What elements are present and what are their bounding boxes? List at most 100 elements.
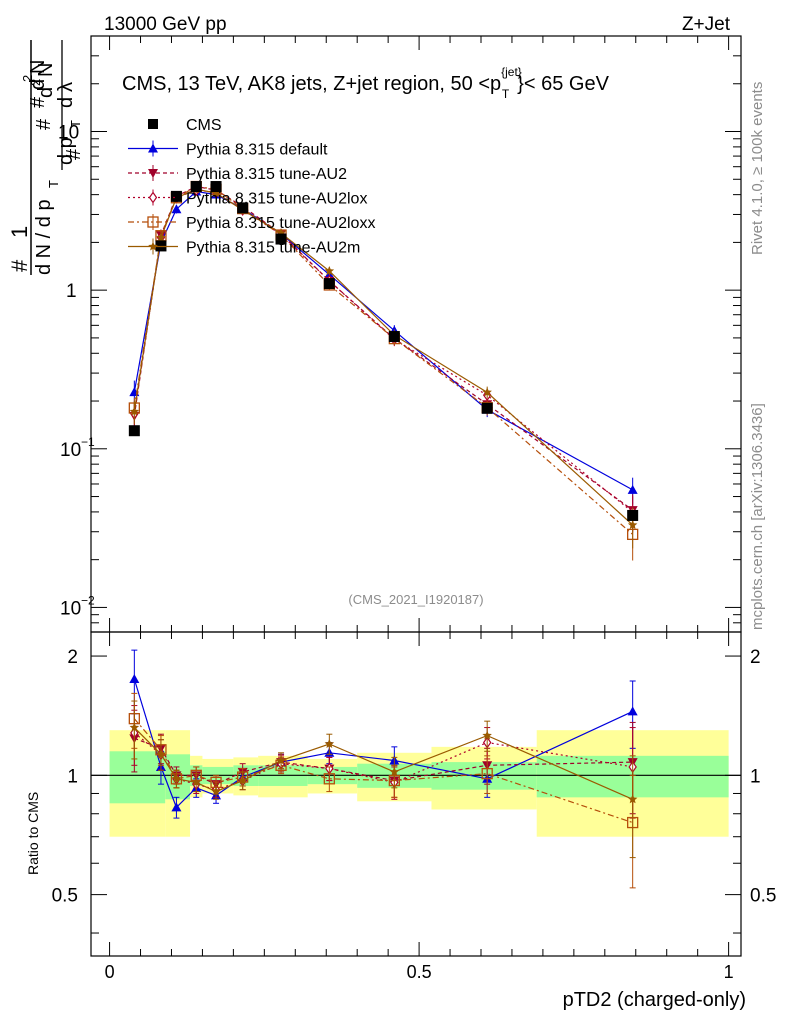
- svg-text:λ: λ: [55, 82, 77, 92]
- series-point: [211, 188, 221, 198]
- ratio-point: [171, 802, 182, 812]
- series-5-ratio: [129, 700, 638, 859]
- svg-text:d N / d p: d N / d p: [33, 199, 55, 275]
- data-point: [170, 190, 182, 202]
- legend-marker: [148, 119, 158, 129]
- series-point: [171, 204, 182, 214]
- legend-marker: [148, 241, 158, 251]
- legend-entry: Pythia 8.315 tune-AU2lox: [128, 189, 367, 208]
- uncertainty-bands: [109, 730, 729, 837]
- legend-marker: [147, 216, 159, 228]
- svg-text:d p: d p: [55, 137, 77, 165]
- svg-text:2: 2: [28, 79, 43, 86]
- svg-text:d: d: [55, 97, 77, 108]
- data-point: [210, 181, 222, 193]
- legend-label: Pythia 8.315 tune-AU2: [186, 166, 347, 183]
- svg-text:#: #: [27, 96, 49, 108]
- legend-label: CMS: [186, 117, 222, 134]
- series-ratio-line: [134, 737, 633, 785]
- beam-energy-label: 13000 GeV pp: [104, 14, 227, 35]
- ratio-point: [237, 775, 248, 785]
- ratio-point: [324, 739, 335, 748]
- analysis-tag: (CMS_2021_I1920187): [348, 592, 483, 607]
- ratio-y-axis-label: Ratio to CMS: [25, 792, 41, 875]
- series-4-main: [128, 180, 639, 561]
- main-y-tick-exponent: −1: [81, 435, 95, 449]
- ratio-point: [171, 773, 182, 783]
- series-3-main: [130, 184, 637, 533]
- data-point: [627, 509, 639, 521]
- ratio-point: [627, 706, 638, 716]
- ratio-point: [129, 722, 140, 732]
- svg-text:N: N: [35, 63, 57, 77]
- ratio-point: [129, 674, 140, 684]
- legend-entry: Pythia 8.315 tune-AU2loxx: [128, 214, 375, 232]
- ratio-point: [481, 767, 493, 780]
- series-point: [324, 266, 335, 276]
- ratio-point: [211, 786, 221, 796]
- data-point: [388, 331, 400, 343]
- x-tick-label: 1: [724, 962, 734, 982]
- ratio-y-tick-label: 2: [67, 647, 78, 668]
- ratio-y-tick-label-right: 2: [750, 647, 761, 668]
- legend-marker: [148, 143, 158, 153]
- main-y-tick-exponent: −2: [81, 593, 95, 607]
- series-point: [627, 484, 638, 494]
- data-point: [237, 202, 249, 214]
- band-inner: [109, 751, 166, 804]
- legend-label: Pythia 8.315 tune-AU2loxx: [186, 215, 375, 232]
- svg-text:2: 2: [20, 75, 35, 82]
- legend-marker: [148, 169, 158, 178]
- legend-label: Pythia 8.315 default: [186, 142, 328, 159]
- ratio-panel: 0 0.5 1 0.5 0.5 1 1 2 2: [52, 631, 776, 982]
- svg-text:d: d: [35, 87, 57, 98]
- legend-entry: Pythia 8.315 tune-AU2: [128, 165, 347, 183]
- svg-text:T: T: [46, 180, 61, 188]
- main-y-tick-label: 10: [60, 598, 81, 619]
- legend-label: Pythia 8.315 tune-AU2lox: [186, 191, 367, 208]
- series-point: [129, 406, 140, 416]
- ratio-frame: [90, 631, 742, 957]
- cms-data: [128, 181, 639, 521]
- legend-entry: Pythia 8.315 tune-AU2m: [128, 238, 360, 257]
- main-y-tick-label: 10: [60, 440, 81, 461]
- legend-marker: [148, 191, 158, 204]
- series-line: [133, 190, 633, 491]
- x-tick-label: 0.5: [407, 962, 432, 982]
- data-point: [190, 181, 202, 193]
- svg-text:1: 1: [7, 226, 32, 238]
- svg-text:#: #: [33, 118, 55, 130]
- series-1-main: [129, 186, 638, 505]
- legend-entry: Pythia 8.315 default: [128, 140, 328, 159]
- main-y-axis-label: # 1 d N / d p T # d 2 N: [7, 40, 61, 275]
- ratio-point: [276, 755, 286, 765]
- ratio-point: [389, 766, 400, 776]
- series-line: [133, 189, 634, 513]
- main-y-tick-label: 10: [58, 123, 79, 144]
- legend-label: Pythia 8.315 tune-AU2m: [186, 240, 360, 257]
- process-label: Z+Jet: [682, 14, 731, 35]
- ratio-y-tick-label: 1: [67, 766, 78, 787]
- series-point: [156, 232, 166, 242]
- main-y-axis-label-right: # d p T d λ # d 2 N: [20, 40, 85, 170]
- data-point: [481, 402, 493, 414]
- series-point: [627, 520, 638, 530]
- series-point: [482, 387, 492, 397]
- ratio-y-tick-label-right: 0.5: [750, 886, 776, 907]
- mcplots-label: mcplots.cern.ch [arXiv:1306.3436]: [749, 403, 766, 630]
- ratio-point: [323, 773, 335, 785]
- data-point: [128, 425, 140, 437]
- ratio-y-tick-label: 0.5: [52, 886, 78, 907]
- x-axis-label: pTD2 (charged-only): [563, 989, 746, 1011]
- data-point: [275, 233, 287, 245]
- ratio-point: [627, 794, 638, 804]
- legend: CMS Pythia 8.315 default Pythia 8.315 tune…: [128, 117, 375, 257]
- ratio-point: [156, 749, 166, 759]
- series-2-main: [129, 182, 638, 531]
- series-line: [133, 185, 634, 511]
- svg-text:N: N: [27, 60, 49, 74]
- ratio-y-tick-label-right: 1: [750, 766, 761, 787]
- svg-text:T: T: [68, 120, 83, 128]
